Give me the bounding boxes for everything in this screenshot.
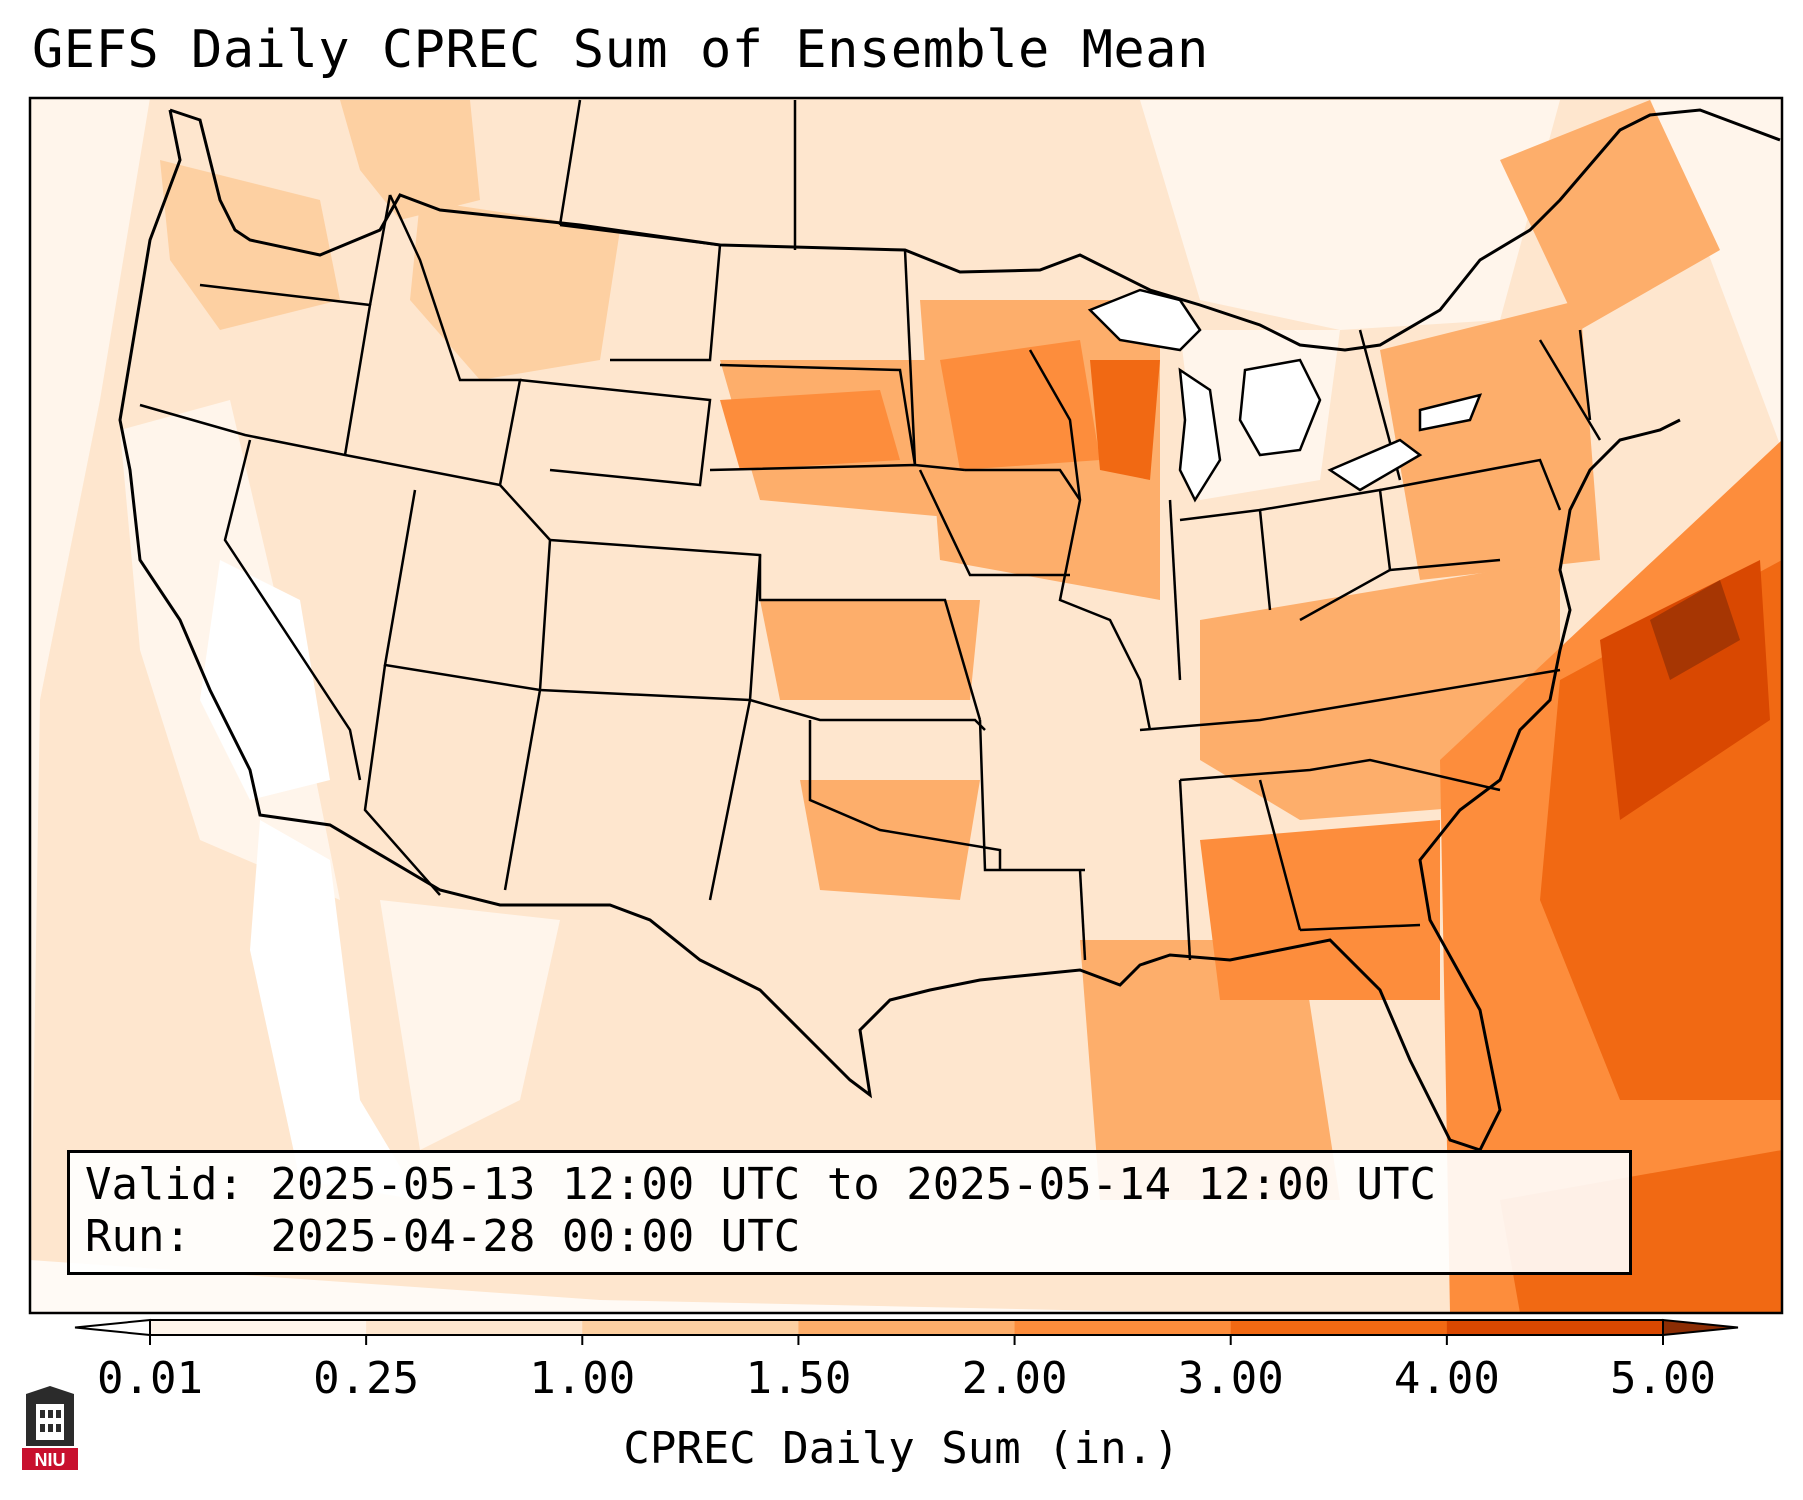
precip-area-moderate — [1380, 300, 1600, 580]
logo-text: NIU — [35, 1450, 66, 1470]
valid-label: Valid: — [85, 1159, 244, 1210]
precip-area-moderate — [1080, 940, 1340, 1200]
colorbar-tick-label: 3.00 — [1178, 1353, 1284, 1404]
colorbar-segment — [366, 1320, 583, 1335]
colorbar-segment — [798, 1320, 1016, 1335]
valid-line: Valid: 2025-05-13 12:00 UTC to 2025-05-1… — [85, 1159, 1629, 1211]
colorbar-segment — [1446, 1320, 1664, 1335]
logo-building — [36, 1404, 64, 1440]
colorbar-label: CPREC Daily Sum (in.) — [623, 1423, 1180, 1474]
map-border — [28, 96, 1784, 1315]
precip-area-moderate — [160, 160, 340, 330]
valid-run-box: Valid: 2025-05-13 12:00 UTC to 2025-05-1… — [67, 1150, 1632, 1275]
colorbar-tick-label: 4.00 — [1394, 1353, 1500, 1404]
run-label: Run: — [85, 1211, 191, 1262]
map-title: GEFS Daily CPREC Sum of Ensemble Mean — [32, 20, 1209, 80]
colorbar-ticks: 0.01 0.25 1.00 1.50 2.00 3.00 4.00 5.00 — [97, 1335, 1716, 1404]
precip-area-heavy — [720, 390, 900, 470]
run-line: Run: 2025-04-28 00:00 UTC — [85, 1211, 1629, 1263]
colorbar-tick-label: 0.25 — [313, 1353, 419, 1404]
country-boundary — [118, 108, 1781, 1152]
state-boundaries — [139, 99, 1602, 961]
colorbar-segment — [150, 1320, 367, 1335]
colorbar-frame — [149, 1319, 1664, 1336]
precip-area-moderate — [800, 780, 980, 900]
colorbar-over-arrow — [1662, 1318, 1739, 1337]
colorbar-tick-label: 2.00 — [962, 1353, 1068, 1404]
precip-area-moderate — [1500, 100, 1720, 330]
precip-area-moderate — [410, 200, 620, 380]
valid-value: 2025-05-13 12:00 UTC to 2025-05-14 12:00… — [270, 1159, 1437, 1210]
logo-banner — [22, 1448, 78, 1470]
precip-area-dry — [250, 820, 420, 1200]
map-projection-edge — [30, 98, 150, 1313]
colorbar-segment — [582, 1320, 799, 1335]
colorbar-segment — [1014, 1320, 1232, 1335]
colorbar-segment — [1230, 1320, 1448, 1335]
colorbar-tick-label: 5.00 — [1610, 1353, 1716, 1404]
run-value: 2025-04-28 00:00 UTC — [270, 1211, 801, 1262]
precip-area-dry — [200, 560, 330, 800]
map-projection-edge — [30, 1260, 1200, 1313]
colorbar-tick-label: 1.50 — [745, 1353, 851, 1404]
precip-area-heavy — [940, 340, 1100, 470]
precip-area-moderate — [760, 600, 980, 700]
precip-area-light — [1140, 100, 1560, 330]
colorbar-under-arrow — [74, 1318, 151, 1337]
precip-area-moderate — [340, 100, 480, 220]
colorbar-tick-label: 1.00 — [529, 1353, 635, 1404]
precip-area-extreme — [1650, 580, 1740, 680]
niu-logo: NIU — [22, 1386, 78, 1470]
precip-area-heavy — [1090, 360, 1160, 480]
colorbar-segments — [74, 1318, 1739, 1337]
precip-area-light — [380, 900, 560, 1150]
colorbar-tick-label: 0.01 — [97, 1353, 203, 1404]
great-lakes — [1087, 288, 1483, 503]
